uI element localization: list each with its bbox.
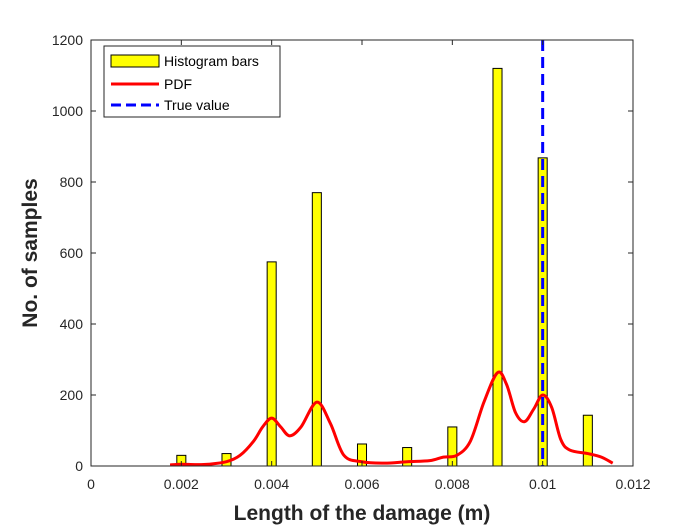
y-tick-label: 200 [60,387,84,403]
histogram-bar [492,67,503,467]
x-tick-label: 0.006 [344,476,379,492]
histogram-bar [447,426,458,467]
histogram-bar [266,261,277,467]
axis-ticks: 0 0.002 0.004 0.006 0.008 0.01 0.012 0 200 400 600… [52,32,651,492]
legend-label-pdf: PDF [164,76,192,92]
pdf-line [169,370,614,467]
x-axis-label: Length of the damage (m) [234,502,491,525]
y-axis-label: No. of samples [19,178,42,327]
y-tick-label: 1200 [52,32,83,48]
x-tick-label: 0.004 [254,476,289,492]
legend-label-histogram: Histogram bars [164,53,259,69]
x-tick-label: 0.012 [615,476,650,492]
legend-swatch-histogram [110,54,160,68]
legend-label-true-value: True value [164,97,230,113]
y-tick-label: 0 [75,458,83,474]
y-tick-label: 800 [60,174,84,190]
y-tick-label: 600 [60,245,84,261]
x-tick-label: 0 [87,476,95,492]
y-tick-label: 1000 [52,103,83,119]
y-tick-label: 400 [60,316,84,332]
x-tick-label: 0.01 [529,476,556,492]
histogram-bar [311,192,322,467]
legend: Histogram bars PDF True value [103,45,281,118]
histogram-bar [582,414,593,467]
x-tick-label: 0.002 [164,476,199,492]
x-tick-label: 0.008 [435,476,470,492]
